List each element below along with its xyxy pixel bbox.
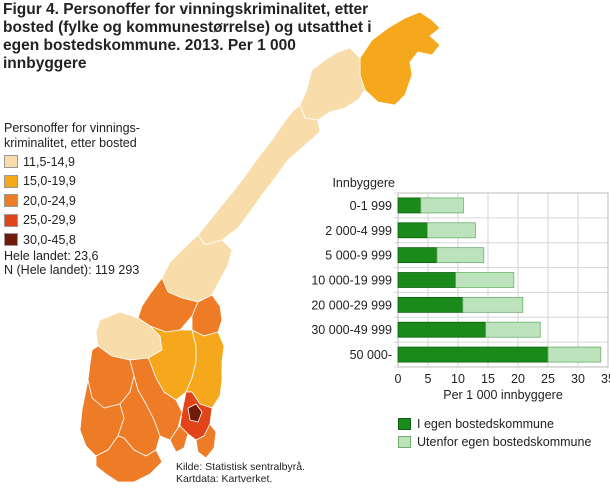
map-region-oslo (187, 403, 203, 423)
bar-segment (397, 321, 486, 338)
map-legend-item: 20,0-24,9 (4, 191, 76, 211)
map-region-vestfold (169, 425, 189, 453)
bar-legend-swatch (398, 418, 411, 430)
bar-segment (436, 247, 485, 264)
source-line: Kilde: Statistisk sentralbyrå. (176, 461, 305, 473)
map-region-ostfold (195, 423, 217, 459)
map-totals: Hele landet: 23,6 N (Hele landet): 119 2… (4, 249, 139, 277)
figure-title: Figur 4. Personoffer for vinningskrimina… (3, 1, 372, 72)
map-legend-swatch (4, 233, 18, 247)
map-legend-item: 30,0-45,8 (4, 230, 76, 250)
bar-legend-label: I egen bostedskommune (417, 417, 554, 431)
x-axis-title: Per 1 000 innbyggere (443, 388, 563, 402)
total-rate: Hele landet: 23,6 (4, 249, 99, 263)
map-legend-label: 11,5-14,9 (23, 154, 75, 169)
map-legend-label: 25,0-29,9 (23, 213, 76, 228)
bar-segment (397, 272, 456, 288)
map-region-oppland (147, 325, 197, 401)
map-legend: 11,5-14,9 15,0-19,9 20,0-24,9 25,0-29,9 … (4, 152, 76, 250)
x-tick-label: 20 (511, 372, 525, 386)
map-legend-swatch (4, 213, 18, 227)
mapdata-line: Kartdata: Kartverket. (176, 473, 273, 485)
x-tick-label: 30 (571, 372, 585, 386)
map-legend-swatch (4, 174, 18, 188)
bar-legend-swatch (398, 436, 411, 448)
category-label: 5 000-9 999 (325, 249, 392, 263)
map-region-agder (95, 435, 163, 483)
bar-legend-item: I egen bostedskommune (398, 415, 591, 433)
map-legend-title: Personoffer for vinnings-kriminalitet, e… (4, 121, 140, 150)
total-count: N (Hele landet): 119 293 (4, 263, 140, 277)
bar-chart-legend: I egen bostedskommune Utenfor egen boste… (398, 415, 591, 451)
x-tick-label: 5 (425, 372, 432, 386)
map-legend-swatch (4, 194, 18, 208)
bar-segment (455, 272, 515, 288)
bar-segment (397, 197, 422, 214)
map-legend-swatch (4, 155, 18, 169)
map-legend-label: 20,0-24,9 (23, 193, 76, 208)
bar-segment (420, 197, 464, 214)
category-label: 10 000-19 999 (311, 274, 392, 288)
bar-segment (547, 346, 602, 363)
bar-segment (397, 296, 464, 313)
category-label: 50 000- (350, 348, 392, 362)
map-legend-label: 30,0-45,8 (23, 232, 76, 247)
map-legend-item: 25,0-29,9 (4, 211, 76, 231)
bar-segment (397, 247, 438, 264)
bar-segment (462, 296, 524, 313)
bar-segment (397, 346, 549, 363)
category-label: 0-1 999 (350, 199, 392, 213)
bar-segment (397, 222, 428, 239)
x-tick-label: 35 (601, 372, 610, 386)
y-axis-title: Innbyggere (332, 176, 395, 190)
map-legend-item: 15,0-19,9 (4, 172, 76, 192)
bar-legend-item: Utenfor egen bostedskommune (398, 433, 591, 451)
category-label: 20 000-29 999 (311, 298, 392, 312)
source-note: Kilde: Statistisk sentralbyrå. Kartdata:… (176, 461, 305, 485)
bar-segment (485, 321, 541, 338)
x-tick-label: 10 (451, 372, 465, 386)
x-tick-label: 0 (395, 372, 402, 386)
map-region-finnmark (359, 11, 441, 106)
category-label: 30 000-49 999 (311, 323, 392, 337)
map-legend-label: 15,0-19,9 (23, 174, 76, 189)
bar-legend-label: Utenfor egen bostedskommune (417, 435, 592, 449)
map-legend-item: 11,5-14,9 (4, 152, 76, 172)
bar-segment (426, 222, 476, 239)
category-label: 2 000-4 999 (325, 224, 392, 238)
x-tick-label: 15 (481, 372, 495, 386)
x-tick-label: 25 (541, 372, 555, 386)
